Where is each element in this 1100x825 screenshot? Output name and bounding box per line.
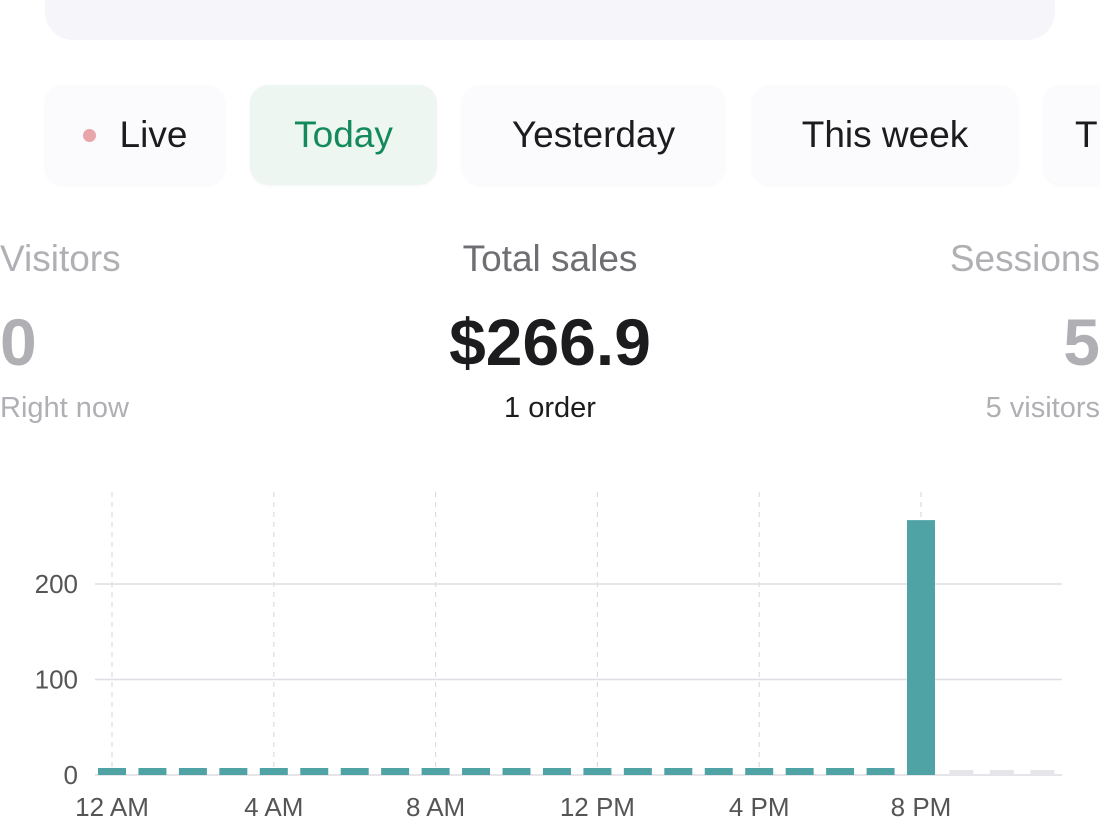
stat-sessions[interactable]: Sessions 5 5 visitors [900, 238, 1100, 425]
stat-sub: 5 visitors [985, 392, 1100, 424]
bar [138, 768, 167, 775]
bar [866, 768, 895, 775]
stat-value: 0 [0, 305, 37, 379]
bar [502, 768, 531, 775]
tab-label: Yesterday [511, 114, 676, 155]
bar [542, 768, 571, 775]
y-tick-label: 0 [64, 760, 78, 790]
bar [300, 768, 329, 775]
bar [340, 768, 369, 775]
bar [462, 768, 491, 775]
stat-value: 5 [1063, 305, 1100, 379]
tab-today[interactable]: Today [250, 85, 437, 185]
bar [178, 768, 207, 775]
tab-this-week[interactable]: This week [752, 85, 1018, 185]
tab-label: Live [119, 114, 188, 155]
bar [421, 768, 450, 775]
bar [826, 768, 855, 775]
x-tick-label: 12 AM [75, 792, 149, 822]
tab-more[interactable]: T [1043, 85, 1100, 185]
stat-sub: 1 order [504, 392, 596, 424]
bar [907, 520, 935, 775]
bar [785, 768, 814, 775]
stat-sub: Right now [0, 392, 129, 424]
stat-label: Total sales [462, 238, 638, 279]
bar [259, 768, 288, 775]
tab-yesterday[interactable]: Yesterday [462, 85, 725, 185]
bar [664, 768, 693, 775]
tab-live[interactable]: Live [45, 85, 225, 185]
stat-visitors[interactable]: Visitors 0 Right now [0, 238, 200, 425]
bar-future [1030, 770, 1055, 774]
y-tick-label: 200 [35, 569, 78, 599]
x-tick-label: 4 PM [729, 792, 790, 822]
stat-label: Sessions [949, 238, 1100, 279]
bar [704, 768, 733, 775]
bar-future [949, 770, 974, 774]
live-dot-icon [82, 128, 96, 142]
date-range-tabs: Live Today Yesterday This week T [45, 85, 1100, 185]
tab-label: T [1075, 114, 1098, 155]
stat-value: $266.9 [449, 305, 651, 379]
x-tick-label: 8 AM [406, 792, 465, 822]
stat-total-sales[interactable]: Total sales $266.9 1 order [350, 238, 750, 425]
bar-future [989, 770, 1014, 774]
x-tick-label: 4 AM [244, 792, 303, 822]
tab-label: Today [294, 114, 393, 155]
bar [98, 768, 126, 775]
x-tick-label: 8 PM [891, 792, 952, 822]
stat-label: Visitors [0, 238, 121, 279]
bar [381, 768, 410, 775]
y-tick-label: 100 [35, 665, 78, 695]
bar [583, 768, 612, 775]
bar [219, 768, 248, 775]
search-bar[interactable] [45, 0, 1055, 40]
tab-label: This week [801, 114, 969, 155]
bar [623, 768, 652, 775]
bar [745, 768, 774, 775]
x-tick-label: 12 PM [560, 792, 635, 822]
